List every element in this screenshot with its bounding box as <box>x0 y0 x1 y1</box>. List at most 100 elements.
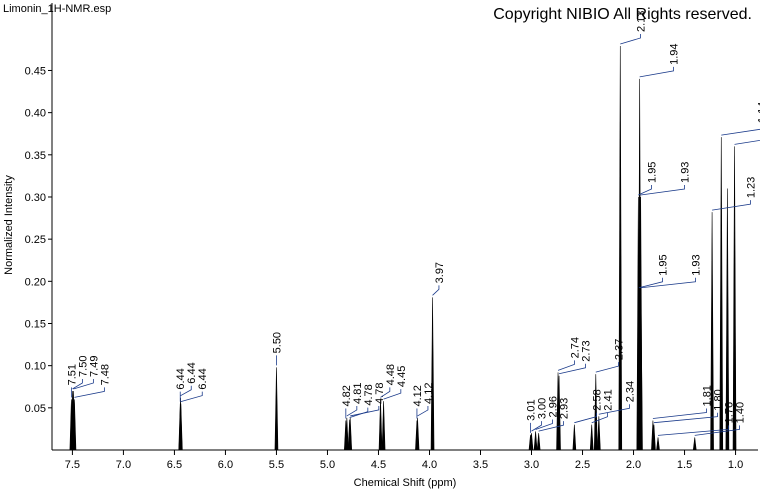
peak <box>618 46 623 451</box>
peak <box>725 188 730 451</box>
label-leader <box>639 66 674 78</box>
label-leader <box>74 387 105 398</box>
x-tick-label: 3.0 <box>524 459 539 471</box>
y-tick-label: 0.40 <box>25 108 46 120</box>
peak <box>692 437 697 451</box>
label-leader <box>346 405 358 417</box>
label-leader <box>432 285 440 296</box>
peak-label: 4.45 <box>396 366 408 387</box>
peak-label: 2.41 <box>602 389 614 410</box>
peak-label: 3.01 <box>525 399 537 420</box>
x-tick-label: 4.0 <box>422 459 437 471</box>
peak-label: 1.76 <box>723 402 735 423</box>
peak <box>597 416 601 451</box>
peak-label: 6.44 <box>175 368 187 389</box>
label-leader <box>638 184 652 196</box>
peak-label: 4.78 <box>363 384 375 405</box>
peak-label: 1.93 <box>679 162 691 183</box>
peak-label: 3.00 <box>536 398 548 419</box>
peak <box>415 417 420 451</box>
y-tick-label: 0.15 <box>25 318 46 330</box>
peak-label: 2.58 <box>591 389 603 410</box>
peak-label: 2.93 <box>558 398 570 419</box>
y-tick-label: 0.05 <box>25 403 46 415</box>
y-tick-label: 0.35 <box>25 150 46 162</box>
peak-label: 7.50 <box>77 356 89 377</box>
peak-label: 2.13 <box>635 11 647 32</box>
label-leader <box>350 405 380 417</box>
peak-label: 2.74 <box>569 337 581 358</box>
peak-label: 7.49 <box>88 356 100 377</box>
peak-label: 4.81 <box>352 383 364 404</box>
peak-label: 1.95 <box>646 162 658 183</box>
x-tick-label: 5.5 <box>269 459 284 471</box>
label-leader <box>638 277 663 289</box>
peak <box>593 374 598 451</box>
y-tick-label: 0.30 <box>25 192 46 204</box>
label-leader <box>694 425 740 436</box>
label-leader <box>538 421 564 432</box>
x-tick-label: 7.0 <box>116 459 131 471</box>
peak <box>536 433 541 451</box>
label-leader <box>734 139 760 145</box>
peak-label: 1.14 <box>756 102 760 123</box>
peak-label: 4.82 <box>341 385 353 406</box>
y-tick-label: 0.25 <box>25 234 46 246</box>
peak-label: 2.34 <box>624 381 636 402</box>
peak <box>529 433 534 451</box>
y-tick-label: 0.20 <box>25 276 46 288</box>
x-tick-label: 2.5 <box>575 459 590 471</box>
peak-label: 1.40 <box>734 402 746 423</box>
peak <box>348 417 353 451</box>
peak-label: 4.12 <box>423 383 435 404</box>
peak-label: 5.50 <box>271 332 283 353</box>
label-leader <box>574 412 597 424</box>
x-tick-label: 1.0 <box>728 459 743 471</box>
label-leader <box>557 360 575 371</box>
y-tick-label: 0.10 <box>25 361 46 373</box>
label-leader <box>620 34 641 45</box>
copyright: Copyright NIBIO All Rights reserved. <box>493 6 752 23</box>
peak-label: 1.80 <box>712 389 724 410</box>
label-leader <box>598 404 630 415</box>
peak-label: 1.94 <box>668 43 680 64</box>
peak-label: 2.73 <box>580 340 592 361</box>
label-leader <box>652 408 707 419</box>
peak <box>179 403 183 451</box>
x-tick-label: 1.5 <box>677 459 692 471</box>
peak <box>652 424 656 451</box>
peak <box>72 399 77 451</box>
peak <box>274 367 279 451</box>
peak-label: 1.95 <box>657 254 669 275</box>
x-tick-label: 4.5 <box>371 459 386 471</box>
peak <box>533 431 538 451</box>
peak-label: 6.44 <box>186 362 198 383</box>
peak <box>710 212 714 451</box>
x-tick-label: 3.5 <box>473 459 488 471</box>
label-leader <box>73 378 94 390</box>
peak <box>557 375 561 451</box>
peak-label: 2.96 <box>547 396 559 417</box>
peak <box>381 401 386 451</box>
label-leader <box>180 391 203 402</box>
label-leader <box>383 389 402 400</box>
peak <box>589 424 594 451</box>
peak <box>656 437 660 451</box>
peak-label: 3.97 <box>434 262 446 283</box>
peak <box>719 137 724 451</box>
x-tick-label: 2.0 <box>626 459 641 471</box>
peak-label: 1.81 <box>701 385 713 406</box>
label-leader <box>535 419 553 430</box>
y-tick-label: 0.45 <box>25 65 46 77</box>
peak <box>378 399 383 451</box>
peak-label: 2.37 <box>613 339 625 360</box>
label-leader <box>721 128 760 136</box>
label-leader <box>712 200 751 211</box>
peak <box>572 424 577 451</box>
peak-label: 4.48 <box>385 364 397 385</box>
peak <box>732 146 737 451</box>
label-leader <box>640 184 685 196</box>
y-axis-label: Normalized Intensity <box>3 175 15 275</box>
label-leader <box>558 363 586 375</box>
